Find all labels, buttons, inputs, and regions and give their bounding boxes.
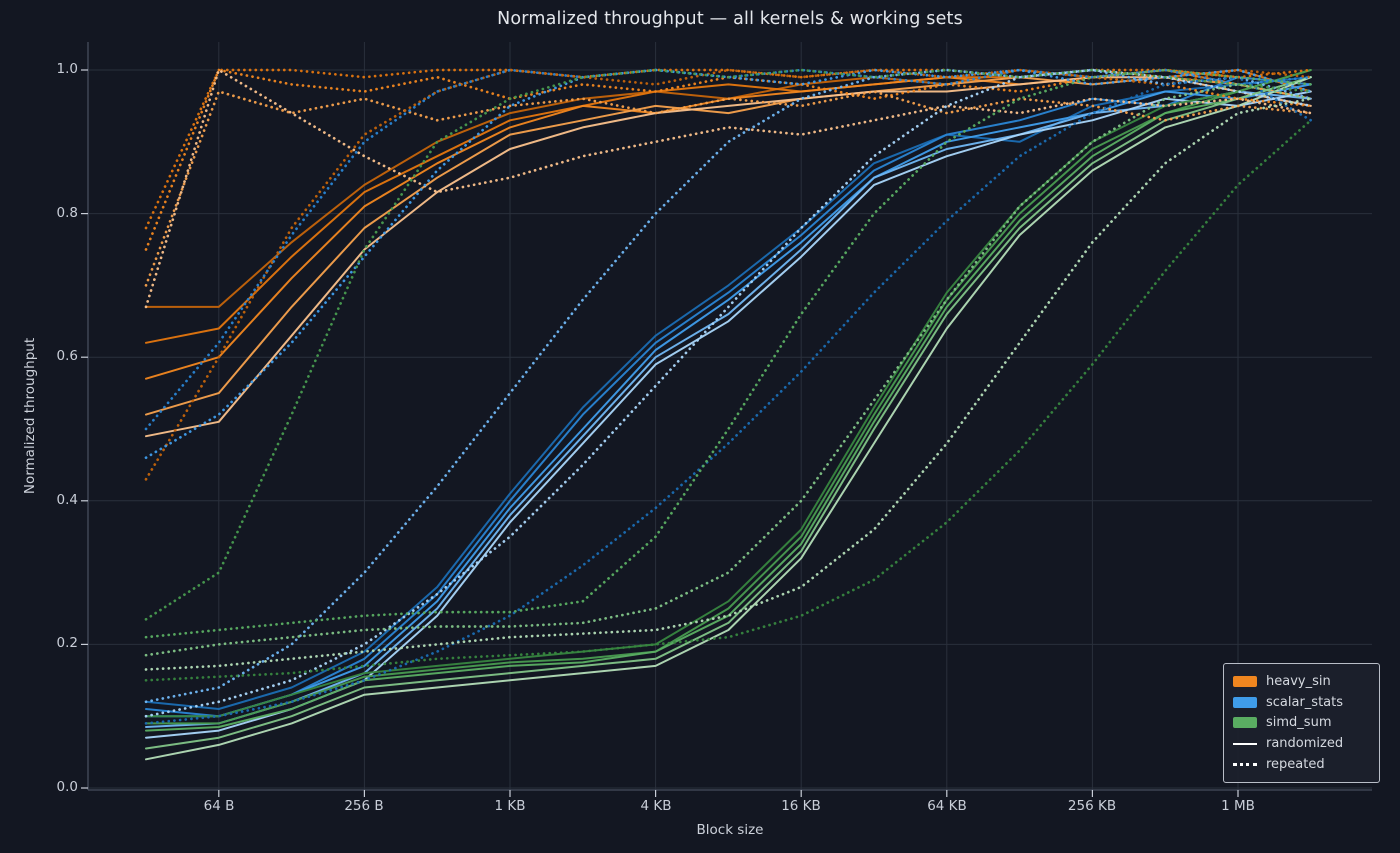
- x-tick-label: 1 MB: [1221, 798, 1255, 814]
- legend-entry-heavy-sin: heavy_sin: [1233, 671, 1369, 692]
- x-tick-label: 64 B: [203, 798, 235, 814]
- legend-entry-repeated: repeated: [1233, 754, 1369, 775]
- x-axis-label: Block size: [696, 822, 764, 838]
- legend-entry-scalar-stats: scalar_stats: [1233, 692, 1369, 713]
- y-tick-label: 1.0: [56, 61, 78, 77]
- heavy-sin-color-patch: [1233, 675, 1257, 687]
- legend-label: heavy_sin: [1266, 673, 1331, 689]
- x-tick-label: 256 B: [344, 798, 384, 814]
- x-tick-label: 256 KB: [1067, 798, 1117, 814]
- legend-label: simd_sum: [1266, 715, 1332, 731]
- legend-label: randomized: [1266, 736, 1344, 752]
- legend-label: repeated: [1266, 757, 1325, 773]
- x-tick-label: 16 KB: [781, 798, 821, 814]
- y-tick-label: 0.4: [56, 492, 78, 508]
- x-tick-label: 64 KB: [927, 798, 967, 814]
- legend-entry-randomized: randomized: [1233, 733, 1369, 754]
- y-tick-label: 0.6: [56, 348, 78, 364]
- solid-line-sample: [1233, 742, 1257, 745]
- y-tick-label: 0.8: [56, 205, 78, 221]
- y-tick-label: 0.2: [56, 635, 78, 651]
- x-tick-label: 4 KB: [640, 798, 672, 814]
- y-tick-label: 0.0: [56, 779, 78, 795]
- x-tick-label: 1 KB: [494, 798, 526, 814]
- simd-sum-color-patch: [1233, 717, 1257, 729]
- scalar-stats-color-patch: [1233, 696, 1257, 708]
- legend: heavy_sin scalar_stats simd_sum randomiz…: [1223, 663, 1380, 783]
- legend-entry-simd-sum: simd_sum: [1233, 713, 1369, 734]
- dotted-line-sample: [1233, 763, 1257, 767]
- legend-label: scalar_stats: [1266, 694, 1344, 710]
- chart-title: Normalized throughput — all kernels & wo…: [497, 9, 963, 29]
